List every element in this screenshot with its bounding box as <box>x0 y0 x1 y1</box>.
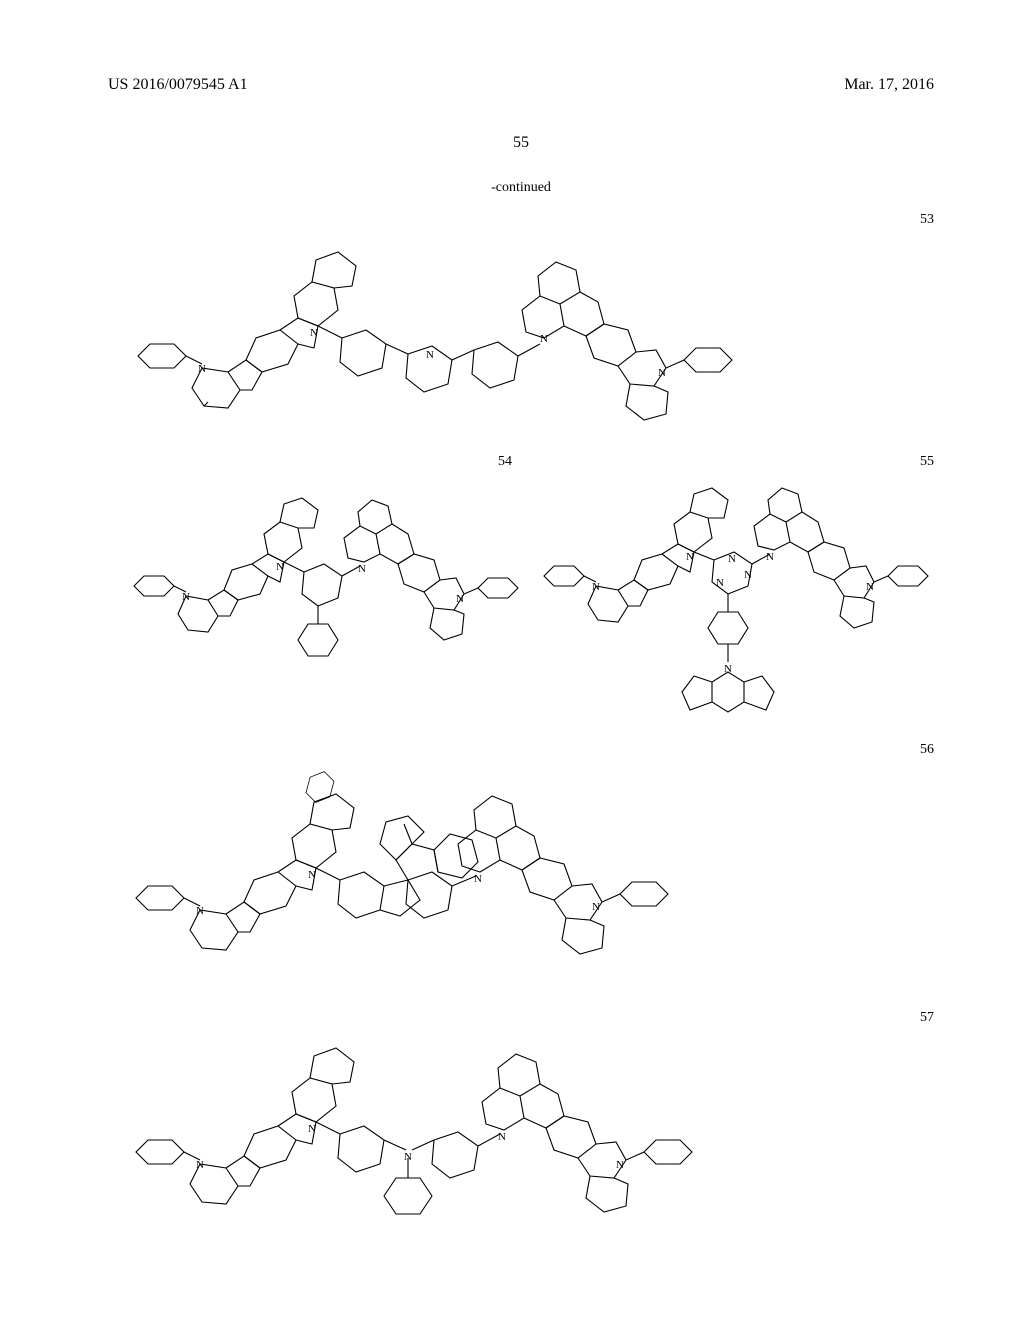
svg-text:N: N <box>276 561 284 573</box>
publication-date: Mar. 17, 2016 <box>844 76 934 94</box>
svg-text:N: N <box>866 581 874 593</box>
compound-label-54: 54 <box>498 454 512 470</box>
svg-text:N: N <box>592 901 600 913</box>
svg-text:N: N <box>716 577 724 589</box>
svg-text:N: N <box>766 551 774 563</box>
page: US 2016/0079545 A1 Mar. 17, 2016 55 -con… <box>0 0 1024 1320</box>
svg-text:N: N <box>456 593 464 605</box>
svg-text:N: N <box>426 349 434 361</box>
svg-text:N: N <box>474 873 482 885</box>
svg-text:N: N <box>498 1131 506 1143</box>
content-area: 53 54 55 56 57 N N <box>108 212 934 1272</box>
svg-text:N: N <box>358 563 366 575</box>
svg-text:N: N <box>540 333 548 345</box>
structure-56: N N <box>128 768 868 1008</box>
structure-53: N N <box>128 226 908 456</box>
svg-text:N: N <box>686 551 694 563</box>
svg-text:N: N <box>744 569 752 581</box>
compound-label-53: 53 <box>920 212 934 228</box>
page-header: US 2016/0079545 A1 Mar. 17, 2016 <box>108 76 934 94</box>
svg-text:N: N <box>728 553 736 565</box>
svg-text:N: N <box>658 367 666 379</box>
svg-text:N: N <box>308 1123 316 1135</box>
structure-57: N N N <box>128 1032 868 1272</box>
continued-label: -continued <box>108 180 934 196</box>
svg-text:N: N <box>616 1159 624 1171</box>
svg-text:N: N <box>310 327 318 339</box>
structure-54: N N N <box>128 476 528 686</box>
svg-text:N: N <box>308 869 316 881</box>
publication-number: US 2016/0079545 A1 <box>108 76 248 94</box>
structure-55: N N N N N N <box>538 476 938 756</box>
page-number: 55 <box>108 134 934 152</box>
compound-label-55: 55 <box>920 454 934 470</box>
compound-label-57: 57 <box>920 1010 934 1026</box>
